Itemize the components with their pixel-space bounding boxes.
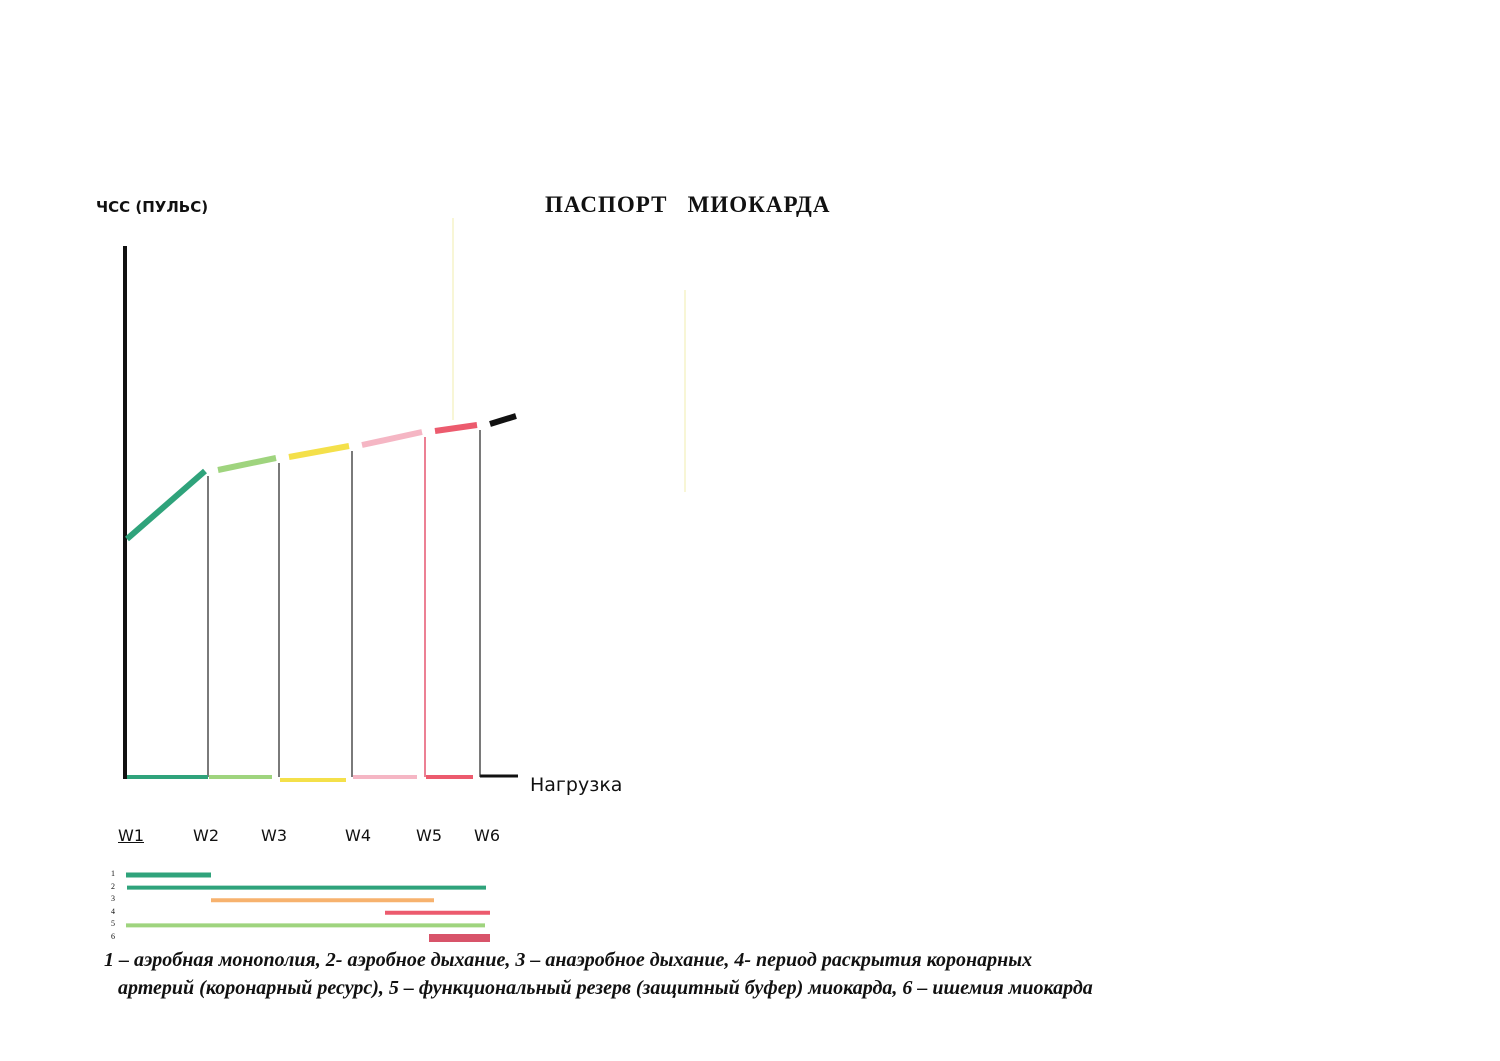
curve-segment-3: [288, 443, 350, 460]
load-stage-verticals: [207, 430, 481, 777]
legend-number-3: 3: [111, 894, 115, 904]
legend-number-5: 5: [111, 919, 115, 929]
x-axis-label: Нагрузка: [530, 774, 623, 796]
faint-background-lines: [452, 218, 686, 492]
x-tick-w6: W6: [474, 826, 500, 845]
x-tick-w5: W5: [416, 826, 442, 845]
page-title: ПАСПОРТ МИОКАРДА: [545, 192, 831, 217]
legend-number-1: 1: [111, 869, 115, 878]
curve-segment-4: [361, 429, 423, 448]
load-baseline-segments: [127, 775, 473, 782]
legend-number-4: 4: [111, 906, 115, 916]
curve-segment-2: [217, 455, 277, 473]
curve-segment-1: [125, 468, 207, 542]
caption-line-1: 1 – аэробная монополия, 2- аэробное дыха…: [104, 949, 1033, 971]
caption-line-2: артерий (коронарный ресурс), 5 – функцио…: [118, 977, 1093, 999]
legend-number-2: 2: [111, 881, 115, 891]
x-tick-w4: W4: [345, 826, 371, 845]
heart-rate-curve: [125, 413, 517, 542]
x-tick-w3: W3: [261, 826, 287, 845]
x-tick-w2: W2: [193, 826, 219, 845]
chart-axes: [123, 246, 518, 779]
legend-bars: [126, 872, 490, 942]
legend-caption: 1 – аэробная монополия, 2- аэробное дыха…: [104, 946, 1404, 1002]
x-tick-w1: W1: [118, 826, 144, 845]
y-axis-label: ЧСС (ПУЛЬС): [96, 198, 209, 216]
legend-number-6: 6: [111, 932, 115, 941]
curve-segment-6: [489, 413, 517, 427]
curve-segment-5: [434, 422, 478, 434]
